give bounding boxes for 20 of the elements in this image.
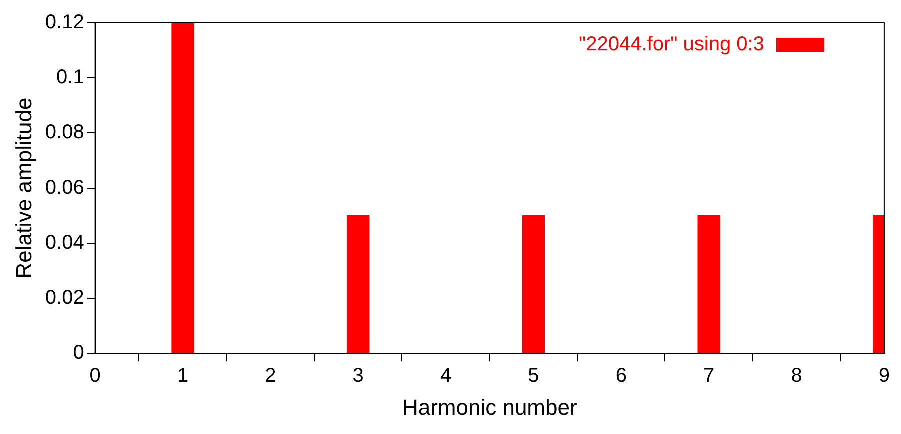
y-axis-title: Relative amplitude	[11, 98, 36, 279]
x-tick-label: 4	[440, 365, 452, 388]
x-tick-label: 9	[878, 365, 890, 388]
y-tick-label: 0.1	[56, 66, 84, 89]
legend-label: "22044.for" using 0:3	[578, 34, 764, 56]
y-tick-label: 0.02	[45, 287, 84, 310]
y-tick-label: 0.12	[45, 12, 84, 34]
x-axis-title: Harmonic number	[402, 394, 578, 420]
y-tick-label: 0.06	[45, 176, 84, 199]
y-tick-label: 0	[73, 342, 84, 364]
x-tick-label: 3	[352, 365, 364, 388]
x-tick-label: 5	[528, 365, 540, 388]
x-tick-label: 0	[90, 365, 101, 388]
y-tick-label: 0.08	[45, 122, 84, 144]
x-tick-label: 6	[616, 365, 627, 388]
y-tick-label: 0.04	[45, 232, 84, 254]
x-tick-label: 8	[791, 365, 802, 388]
x-tick-label: 1	[177, 365, 189, 388]
x-tick-label: 2	[265, 365, 276, 388]
x-tick-label: 7	[704, 365, 715, 388]
